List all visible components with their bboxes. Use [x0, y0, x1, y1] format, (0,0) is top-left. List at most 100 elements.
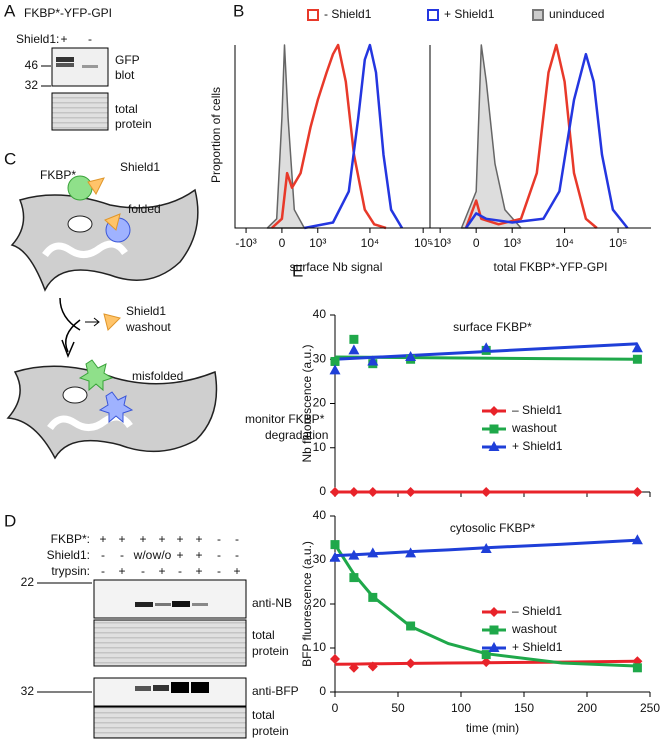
data-point: [405, 487, 416, 497]
data-point: [349, 573, 359, 583]
panel-label: C: [4, 149, 16, 168]
blot-label: anti-NB: [252, 596, 292, 610]
data-point: [488, 441, 500, 451]
data-point: [489, 607, 499, 617]
arrowhead: [61, 339, 75, 359]
band: [172, 601, 190, 607]
data-point: [405, 547, 417, 558]
data-point: [367, 547, 379, 558]
histogram-curve: [460, 44, 522, 229]
blot-label: total: [252, 708, 275, 722]
chart-title: surface FKBP*: [453, 320, 532, 334]
legend-label: - Shield1: [324, 7, 372, 21]
x-tick-label: 10⁵: [414, 236, 432, 250]
marker-label: 46: [25, 58, 39, 72]
x-tick-label: -10³: [235, 236, 256, 250]
band: [171, 682, 189, 693]
y-tick-label: 40: [313, 307, 327, 321]
row-label: FKBP*:: [51, 532, 90, 546]
y-tick-label: 30: [313, 552, 327, 566]
data-point: [632, 487, 643, 497]
lane-label: w/o: [133, 548, 153, 562]
blot-label: total: [115, 102, 138, 116]
chart-title: cytosolic FKBP*: [450, 521, 536, 535]
legend-swatch: [427, 9, 439, 21]
legend-swatch: [307, 9, 319, 21]
marker-label: 32: [25, 78, 39, 92]
data-point: [631, 342, 643, 353]
data-point: [405, 351, 417, 362]
x-axis-label: surface Nb signal: [290, 260, 383, 274]
panel-label: E: [292, 261, 303, 280]
shield1: [103, 313, 121, 331]
x-tick-label: 10⁴: [361, 236, 380, 250]
blot-label: protein: [252, 644, 289, 658]
lane-header: Shield1:: [16, 32, 59, 46]
y-tick-label: 10: [313, 440, 327, 454]
data-point: [488, 642, 500, 652]
band: [135, 686, 151, 691]
data-point: [348, 487, 359, 497]
data-point: [329, 551, 341, 562]
data-point: [329, 364, 341, 375]
x-tick-label: 0: [473, 236, 480, 250]
x-tick-label: 0: [332, 701, 339, 715]
data-point: [367, 355, 379, 366]
organelle: [67, 215, 93, 233]
lane-label: +: [176, 532, 183, 546]
x-tick-label: 200: [577, 701, 597, 715]
blot-label: protein: [115, 117, 152, 131]
y-tick-label: 20: [313, 396, 327, 410]
label: Shield1: [126, 304, 166, 318]
label: degradation: [265, 428, 328, 442]
y-tick-label: 0: [319, 484, 326, 498]
lane-label: +: [158, 564, 165, 578]
lane-label: -: [235, 548, 239, 562]
data-point: [489, 406, 499, 416]
histogram-curve: [304, 43, 404, 230]
axis: [334, 315, 650, 493]
lane-label: +: [118, 532, 125, 546]
lane-label: -: [101, 548, 105, 562]
blot: [93, 677, 247, 707]
blot-label: anti-BFP: [252, 684, 299, 698]
band: [56, 57, 74, 62]
data-point: [406, 621, 416, 631]
legend-label: – Shield1: [512, 403, 562, 417]
shield1: [87, 177, 105, 195]
y-tick-label: 10: [313, 640, 327, 654]
lane-label: +: [118, 564, 125, 578]
data-point: [330, 356, 340, 366]
label: washout: [125, 320, 171, 334]
panel-label: B: [233, 1, 244, 20]
label: folded: [128, 202, 161, 216]
lane-label: +: [60, 32, 67, 46]
organelle: [62, 386, 88, 404]
axis: [429, 45, 651, 229]
x-axis-label: time (min): [466, 721, 519, 735]
x-tick-label: 0: [279, 236, 286, 250]
row-label: trypsin:: [51, 564, 90, 578]
blot-label: protein: [252, 724, 289, 738]
legend-swatch: [532, 9, 544, 21]
data-point: [348, 662, 359, 673]
band: [155, 603, 171, 606]
data-point: [632, 663, 642, 673]
y-tick-label: 20: [313, 596, 327, 610]
legend-label: washout: [511, 622, 557, 636]
lane-label: +: [176, 548, 183, 562]
panel-label: A: [4, 1, 16, 20]
lane-label: +: [139, 532, 146, 546]
loading-blot: [51, 92, 109, 131]
histogram-curve: [266, 44, 306, 229]
lane-label: -: [141, 564, 145, 578]
arrow: [59, 297, 81, 353]
data-point: [405, 658, 416, 669]
fkbp-misfolded: [78, 359, 114, 392]
band: [192, 603, 208, 606]
lane-label: +: [233, 564, 240, 578]
data-point: [367, 661, 378, 672]
data-point: [481, 650, 491, 660]
x-tick-label: 250: [640, 701, 660, 715]
